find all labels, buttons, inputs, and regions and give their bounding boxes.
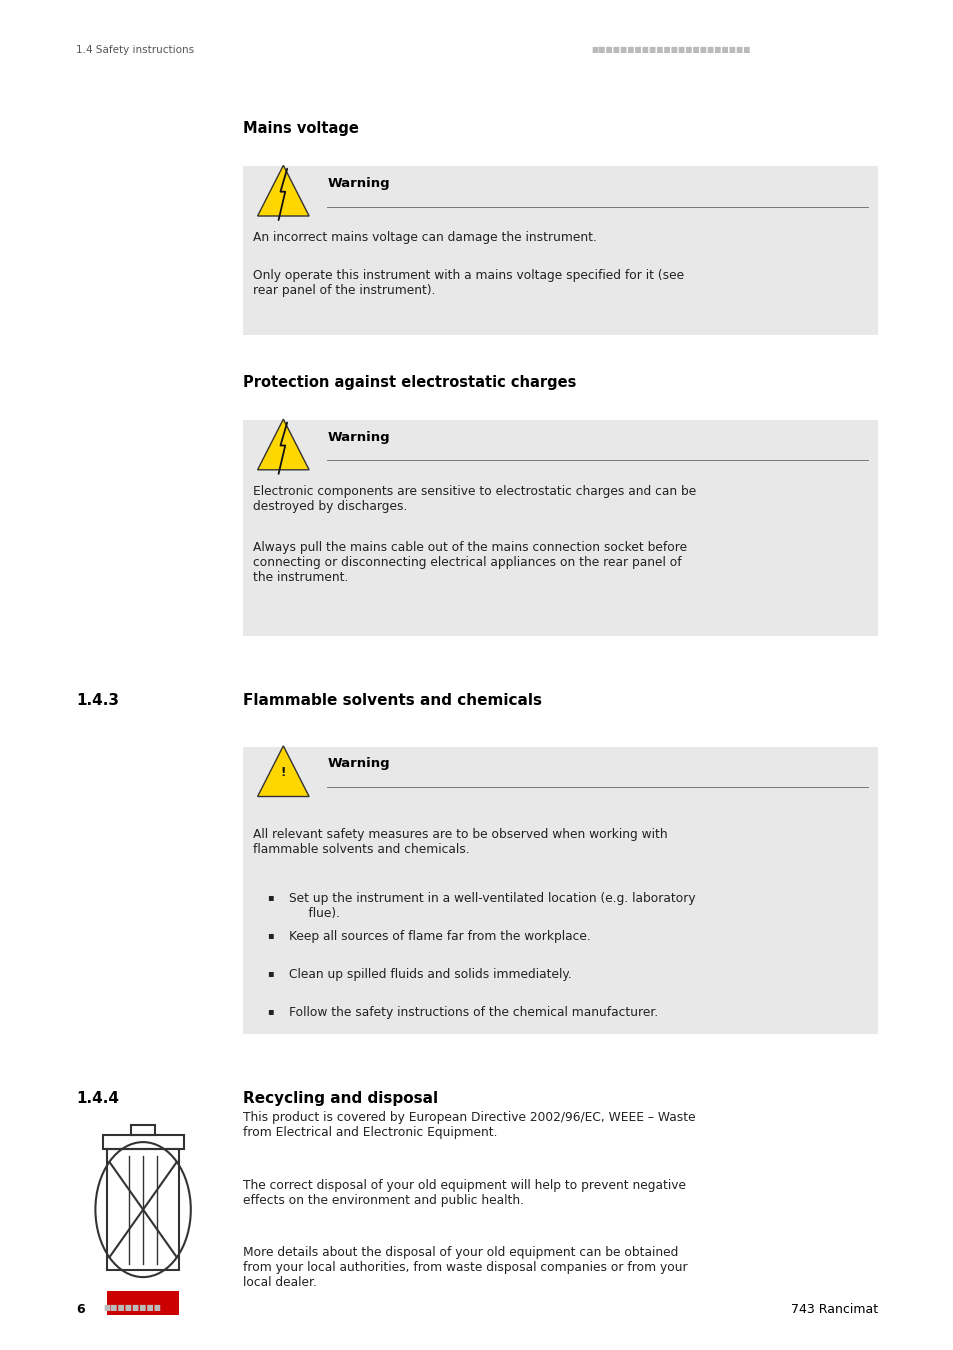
Text: ▪: ▪ [267, 930, 274, 940]
Text: 1.4.4: 1.4.4 [76, 1091, 119, 1106]
FancyBboxPatch shape [243, 420, 877, 636]
Text: The correct disposal of your old equipment will help to prevent negative
effects: The correct disposal of your old equipme… [243, 1179, 685, 1207]
Text: !: ! [280, 765, 286, 779]
Text: Electronic components are sensitive to electrostatic charges and can be
destroye: Electronic components are sensitive to e… [253, 485, 696, 513]
Text: 6: 6 [76, 1303, 85, 1316]
Text: ▪: ▪ [267, 968, 274, 977]
Text: 743 Rancimat: 743 Rancimat [790, 1303, 877, 1316]
Text: 1.4.3: 1.4.3 [76, 693, 119, 707]
Text: Clean up spilled fluids and solids immediately.: Clean up spilled fluids and solids immed… [289, 968, 571, 981]
Text: 1.4 Safety instructions: 1.4 Safety instructions [76, 45, 194, 54]
Text: Mains voltage: Mains voltage [243, 122, 358, 136]
Text: More details about the disposal of your old equipment can be obtained
from your : More details about the disposal of your … [243, 1246, 687, 1289]
Text: ■■■■■■■■■■■■■■■■■■■■■■: ■■■■■■■■■■■■■■■■■■■■■■ [591, 45, 750, 54]
Text: An incorrect mains voltage can damage the instrument.: An incorrect mains voltage can damage th… [253, 231, 596, 244]
Polygon shape [257, 166, 309, 216]
Text: Keep all sources of flame far from the workplace.: Keep all sources of flame far from the w… [289, 930, 590, 944]
Text: Set up the instrument in a well-ventilated location (e.g. laboratory
     flue).: Set up the instrument in a well-ventilat… [289, 892, 695, 921]
Text: Recycling and disposal: Recycling and disposal [243, 1091, 438, 1106]
Text: Protection against electrostatic charges: Protection against electrostatic charges [243, 375, 576, 390]
Polygon shape [257, 420, 309, 470]
Text: ▪: ▪ [267, 1006, 274, 1015]
Text: Always pull the mains cable out of the mains connection socket before
connecting: Always pull the mains cable out of the m… [253, 541, 686, 585]
Text: ■■■■■■■■: ■■■■■■■■ [103, 1303, 161, 1312]
Text: Warning: Warning [327, 431, 390, 444]
Text: Follow the safety instructions of the chemical manufacturer.: Follow the safety instructions of the ch… [289, 1006, 658, 1019]
FancyBboxPatch shape [243, 747, 877, 811]
Text: This product is covered by European Directive 2002/96/EC, WEEE – Waste
from Elec: This product is covered by European Dire… [243, 1111, 695, 1139]
Text: All relevant safety measures are to be observed when working with
flammable solv: All relevant safety measures are to be o… [253, 828, 667, 856]
Text: Warning: Warning [327, 757, 390, 771]
FancyBboxPatch shape [243, 166, 877, 335]
Text: Only operate this instrument with a mains voltage specified for it (see
rear pan: Only operate this instrument with a main… [253, 269, 683, 297]
FancyBboxPatch shape [108, 1291, 178, 1315]
Text: Warning: Warning [327, 177, 390, 190]
FancyBboxPatch shape [243, 811, 877, 1034]
Polygon shape [257, 747, 309, 796]
Text: Flammable solvents and chemicals: Flammable solvents and chemicals [243, 693, 541, 707]
Text: ▪: ▪ [267, 892, 274, 902]
